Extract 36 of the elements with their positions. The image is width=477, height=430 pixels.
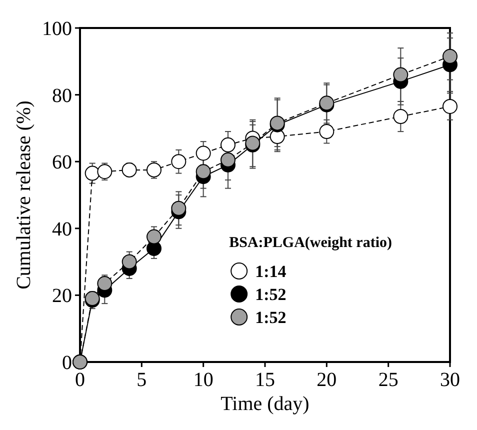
point: [146, 162, 162, 178]
legend-label: 1:52: [255, 285, 286, 304]
legend-title: BSA:PLGA(weight ratio): [229, 235, 392, 251]
x-tick-label: 30: [440, 369, 460, 391]
point: [393, 67, 408, 82]
point: [319, 124, 334, 140]
x-axis-title: Time (day): [220, 393, 310, 415]
point: [146, 240, 162, 256]
point: [122, 162, 137, 178]
legend-label: 1:52: [255, 308, 286, 327]
x-tick-label: 15: [255, 369, 275, 391]
point: [171, 200, 186, 216]
y-tick-label: 100: [42, 18, 72, 40]
y-tick-label: 0: [62, 352, 72, 374]
x-tick-label: 20: [316, 369, 337, 391]
point: [122, 254, 137, 270]
y-tick-label: 20: [52, 285, 72, 308]
point: [97, 164, 112, 180]
point: [196, 164, 211, 180]
y-axis-title: Cumulative release (%): [13, 100, 35, 290]
point: [393, 109, 408, 124]
point: [220, 152, 236, 168]
legend-label: 1:14: [255, 262, 287, 281]
x-tick-label: 10: [193, 369, 214, 391]
y-tick-label: 40: [52, 218, 72, 240]
point: [146, 229, 162, 244]
y-tick-label: 80: [52, 84, 72, 107]
x-tick-label: 5: [136, 369, 147, 391]
point: [442, 99, 458, 114]
point: [442, 48, 458, 64]
x-tick-label: 25: [378, 369, 398, 391]
y-tick-label: 60: [52, 152, 72, 174]
point: [84, 166, 100, 181]
point: [220, 137, 236, 152]
point: [171, 154, 186, 170]
point: [196, 146, 211, 161]
